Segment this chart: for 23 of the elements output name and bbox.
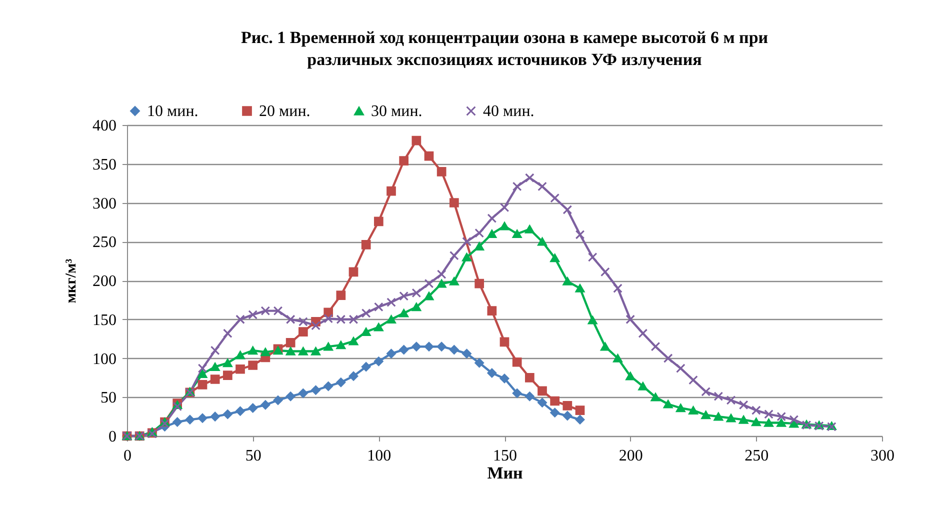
y-tick-label: 0 <box>108 428 116 446</box>
legend-label: 30 мин. <box>371 103 422 120</box>
x-tick-label: 0 <box>124 448 132 464</box>
x-tick-label: 300 <box>870 448 894 464</box>
y-tick-label: 350 <box>92 156 116 174</box>
y-tick-label: 400 <box>92 118 116 134</box>
x-tick-label: 100 <box>367 448 392 464</box>
legend-label: 40 мин. <box>483 103 534 120</box>
y-tick-label: 200 <box>92 273 116 290</box>
legend-label: 20 мин. <box>259 103 310 120</box>
y-axis-title: мкг/м³ <box>64 258 80 304</box>
x-tick-label: 250 <box>744 448 769 464</box>
x-tick-label: 150 <box>493 448 517 464</box>
x-tick-label: 200 <box>618 448 643 464</box>
y-tick-label: 100 <box>92 350 116 368</box>
y-tick-label: 250 <box>92 234 116 252</box>
y-tick-label: 300 <box>92 195 116 212</box>
y-tick-label: 50 <box>100 390 116 407</box>
legend-label: 10 мин. <box>147 103 198 120</box>
chart-title: Рис. 1 Временной ход концентрации озона в камере высотой 6 м при различных экспозициях источников УФ излучения <box>240 28 768 69</box>
x-tick-label: 50 <box>245 448 262 464</box>
y-tick-label: 150 <box>92 312 116 329</box>
x-axis-title: Мин <box>487 464 524 482</box>
